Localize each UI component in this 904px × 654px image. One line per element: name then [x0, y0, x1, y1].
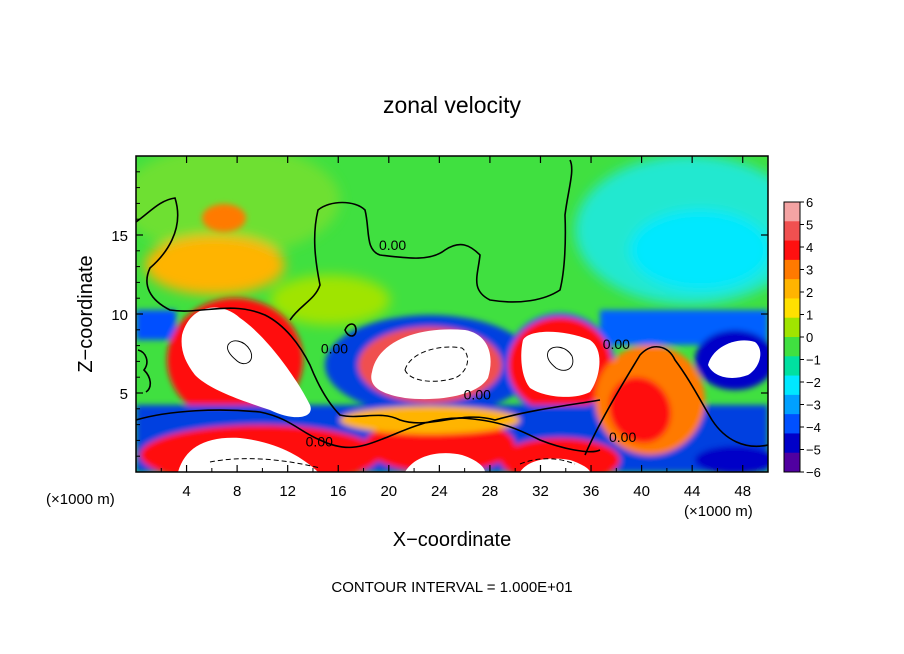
colorbar-label: −5: [806, 443, 821, 458]
colorbar-swatch: [784, 452, 800, 473]
x-tick-label: 8: [233, 483, 241, 500]
contour-labels: 0.00 0.00 0.00 0.00 0.00 0.00: [306, 237, 637, 450]
core-bottom-left: [178, 437, 318, 472]
colorbar-swatch: [784, 375, 800, 396]
field-upper-right-cyan-core: [630, 210, 768, 290]
y-tick-label: 10: [111, 307, 128, 324]
contour-upper-left: [136, 197, 601, 424]
colorbar-swatch: [784, 433, 800, 454]
contour-dashed: [209, 346, 576, 469]
contour-thin-right: [547, 346, 574, 371]
colorbar-label: 0: [806, 330, 813, 345]
y-tick-label: 15: [111, 228, 128, 245]
x-tick-label: 32: [532, 483, 549, 500]
colorbar-label: 6: [806, 195, 813, 210]
colorbar-label: −1: [806, 353, 821, 368]
core-right: [521, 331, 600, 397]
contour-left-wiggle: [137, 349, 152, 393]
x-tick-label: 12: [279, 483, 296, 500]
x-tick-label: 4: [182, 483, 190, 500]
contour-label: 0.00: [464, 386, 491, 402]
colorbar-label: 2: [806, 285, 813, 300]
colorbar-label: 3: [806, 263, 813, 278]
colorbar-swatch: [784, 202, 800, 222]
field-mid-yellow: [270, 275, 390, 325]
field-right-plume-core: [608, 376, 672, 444]
chart-title: zonal velocity: [383, 92, 522, 118]
core-left: [181, 307, 311, 418]
colorbar-label: 1: [806, 308, 813, 323]
colorbar-label: −4: [806, 420, 821, 435]
field-upper-left-green: [136, 156, 340, 255]
core-center: [371, 329, 491, 400]
x-unit-left: (×1000 m): [46, 491, 115, 508]
x-tick-label: 24: [431, 483, 448, 500]
colorbar-swatch: [784, 414, 800, 434]
contour-interval-note: CONTOUR INTERVAL = 1.000E+01: [331, 579, 572, 596]
colorbar-label: −2: [806, 375, 821, 390]
x-tick-label: 16: [330, 483, 347, 500]
field-left-orange: [145, 235, 285, 295]
x-unit-right: (×1000 m): [684, 503, 753, 520]
contour-dashed-bottom: [209, 458, 321, 469]
field-lower-center-green: [340, 406, 520, 434]
field-blue-band-left: [136, 310, 176, 340]
field-saturated-cores: [178, 307, 761, 472]
colorbar: 6 5 4 3 2 1 0 −1 −2 −3 −4 −5 −6: [783, 195, 821, 480]
contour-lower-band: [136, 409, 601, 453]
colorbar-swatch: [784, 221, 800, 242]
contour-label: 0.00: [603, 336, 630, 352]
core-bottom-center: [405, 453, 485, 472]
contour-label: 0.00: [609, 429, 636, 445]
colorbar-swatch: [784, 259, 800, 280]
contour-small-loop: [344, 323, 357, 337]
colorbar-label: 5: [806, 218, 813, 233]
contour-label: 0.00: [379, 237, 406, 253]
contour-thin: [227, 340, 574, 371]
contour-lines: [136, 159, 768, 456]
colorbar-swatch: [784, 298, 800, 319]
y-axis-ticks: 5 10 15: [111, 171, 768, 457]
colorbar-swatch: [784, 279, 800, 299]
x-tick-label: 36: [583, 483, 600, 500]
x-tick-label: 44: [684, 483, 701, 500]
field-lower-right-blue: [695, 446, 768, 472]
colorbar-label: 4: [806, 240, 813, 255]
x-tick-label: 28: [482, 483, 499, 500]
contour-label: 0.00: [306, 434, 333, 450]
x-axis-label: X−coordinate: [393, 529, 511, 551]
contour-label: 0.00: [321, 341, 348, 357]
colorbar-swatch: [784, 317, 800, 338]
field-upper-left-red: [202, 204, 246, 232]
contour-mid-ridge: [289, 159, 573, 321]
y-tick-label: 5: [120, 386, 128, 403]
colorbar-swatch: [784, 394, 800, 415]
x-tick-label: 48: [734, 483, 751, 500]
colorbar-swatch: [784, 356, 800, 377]
colorbar-label: −3: [806, 398, 821, 413]
colorbar-swatch: [784, 337, 800, 357]
heatmap-field: [136, 156, 768, 472]
core-bottom-right: [520, 458, 590, 472]
core-far-right: [708, 340, 761, 378]
x-axis-ticks: 4 8 12 16 20 24 28 32 36 40 44 48: [160, 156, 751, 500]
contour-right-plume: [584, 346, 768, 456]
x-tick-label: 40: [633, 483, 650, 500]
contour-thin-left: [227, 340, 252, 364]
contour-dashed-bottom-right: [519, 458, 576, 465]
colorbar-swatch: [784, 240, 800, 261]
x-tick-label: 20: [380, 483, 397, 500]
y-axis-label: Z−coordinate: [75, 255, 97, 372]
colorbar-label: −6: [806, 465, 821, 480]
contour-dashed-center: [404, 346, 469, 382]
